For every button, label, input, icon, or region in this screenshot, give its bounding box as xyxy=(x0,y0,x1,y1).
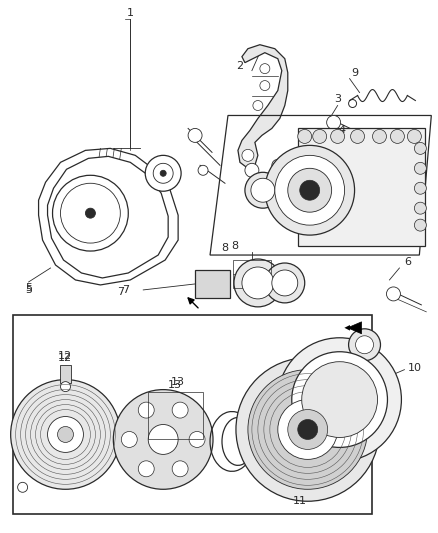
Circle shape xyxy=(48,416,83,453)
Circle shape xyxy=(302,362,378,438)
Circle shape xyxy=(300,180,320,200)
Circle shape xyxy=(248,370,367,489)
Circle shape xyxy=(350,130,364,143)
Text: 10: 10 xyxy=(407,362,421,373)
Circle shape xyxy=(188,128,202,142)
Circle shape xyxy=(298,130,312,143)
Circle shape xyxy=(245,172,281,208)
Circle shape xyxy=(60,382,71,392)
Circle shape xyxy=(298,419,318,439)
Text: 12: 12 xyxy=(57,351,71,361)
Text: 3: 3 xyxy=(334,93,341,103)
Circle shape xyxy=(327,116,341,130)
Circle shape xyxy=(288,409,328,449)
Text: 12: 12 xyxy=(57,353,71,363)
Circle shape xyxy=(349,329,381,361)
Circle shape xyxy=(414,219,426,231)
Text: 13: 13 xyxy=(168,379,182,390)
Circle shape xyxy=(314,147,326,158)
Bar xyxy=(298,128,425,246)
Circle shape xyxy=(414,163,426,174)
Circle shape xyxy=(121,432,137,447)
Circle shape xyxy=(138,461,154,477)
Circle shape xyxy=(372,130,386,143)
Polygon shape xyxy=(48,156,168,278)
Circle shape xyxy=(18,482,28,492)
Text: 1: 1 xyxy=(127,8,134,18)
Circle shape xyxy=(85,208,95,218)
Circle shape xyxy=(145,155,181,191)
Circle shape xyxy=(251,178,275,202)
Circle shape xyxy=(265,263,305,303)
Circle shape xyxy=(53,175,128,251)
Circle shape xyxy=(60,183,120,243)
Circle shape xyxy=(234,259,282,307)
Circle shape xyxy=(172,461,188,477)
Circle shape xyxy=(245,163,259,177)
Text: 4: 4 xyxy=(338,125,345,135)
Polygon shape xyxy=(238,45,288,168)
Circle shape xyxy=(260,63,270,74)
Text: 9: 9 xyxy=(351,68,358,78)
Circle shape xyxy=(138,402,154,418)
Circle shape xyxy=(407,130,421,143)
Circle shape xyxy=(57,426,74,442)
Circle shape xyxy=(414,182,426,194)
Text: 7: 7 xyxy=(117,287,124,297)
Circle shape xyxy=(260,80,270,91)
Bar xyxy=(195,270,230,298)
Text: 8: 8 xyxy=(222,243,229,253)
Circle shape xyxy=(414,142,426,155)
Text: 2: 2 xyxy=(237,61,244,71)
Circle shape xyxy=(331,130,345,143)
Bar xyxy=(148,392,203,439)
Circle shape xyxy=(278,338,401,462)
Circle shape xyxy=(160,171,166,176)
Polygon shape xyxy=(348,322,361,334)
Bar xyxy=(13,315,371,514)
Circle shape xyxy=(272,270,298,296)
Circle shape xyxy=(242,149,254,161)
Circle shape xyxy=(189,432,205,447)
Circle shape xyxy=(113,390,213,489)
Circle shape xyxy=(356,336,374,354)
Circle shape xyxy=(265,146,355,235)
Circle shape xyxy=(198,165,208,175)
Circle shape xyxy=(292,352,388,447)
Text: 7: 7 xyxy=(122,285,129,295)
Bar xyxy=(60,365,71,383)
Circle shape xyxy=(148,424,178,455)
Text: 6: 6 xyxy=(404,257,411,267)
Text: 13: 13 xyxy=(171,377,185,386)
Circle shape xyxy=(242,267,274,299)
Circle shape xyxy=(386,287,400,301)
Text: 11: 11 xyxy=(293,496,307,506)
Bar xyxy=(233,260,271,288)
Circle shape xyxy=(275,155,345,225)
Text: 5: 5 xyxy=(25,285,32,295)
Circle shape xyxy=(153,163,173,183)
Circle shape xyxy=(313,130,327,143)
Text: 8: 8 xyxy=(231,241,239,251)
Circle shape xyxy=(288,168,332,212)
Text: 5: 5 xyxy=(25,283,32,293)
Circle shape xyxy=(172,402,188,418)
Circle shape xyxy=(272,159,284,171)
Circle shape xyxy=(414,202,426,214)
Circle shape xyxy=(390,130,404,143)
Circle shape xyxy=(278,400,338,459)
Circle shape xyxy=(253,101,263,110)
Circle shape xyxy=(11,379,120,489)
Circle shape xyxy=(236,358,379,501)
